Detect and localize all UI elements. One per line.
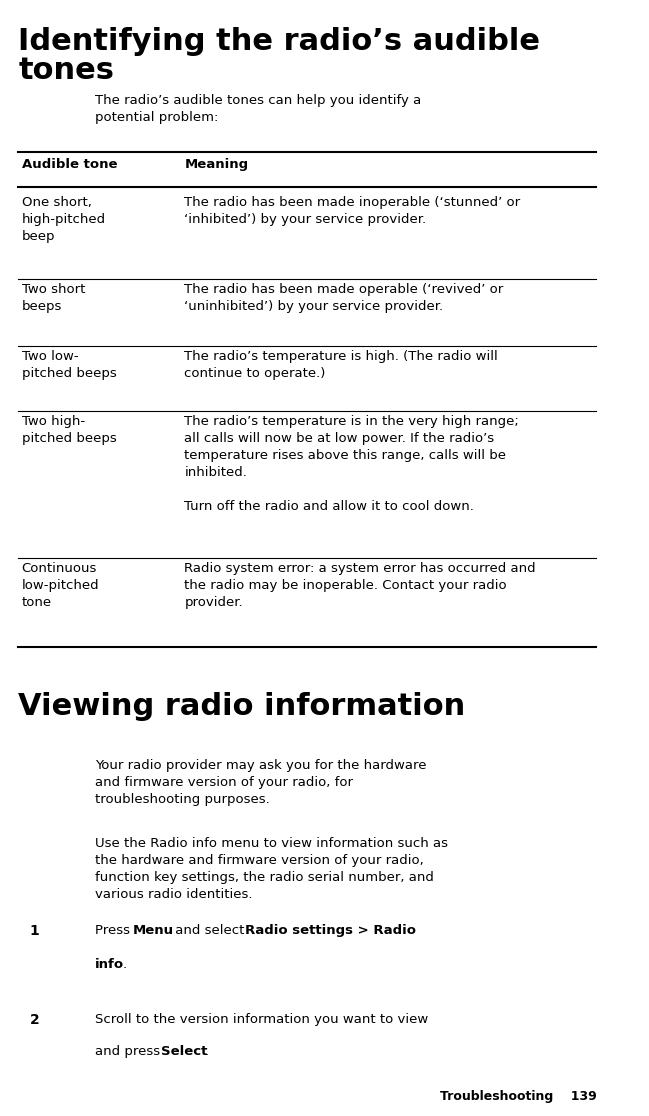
Text: The radio’s temperature is high. (The radio will
continue to operate.): The radio’s temperature is high. (The ra… [184, 350, 498, 381]
Text: Select: Select [161, 1045, 208, 1058]
Text: .: . [123, 958, 127, 971]
Text: Radio system error: a system error has occurred and
the radio may be inoperable.: Radio system error: a system error has o… [184, 562, 536, 609]
Text: 1: 1 [29, 924, 40, 939]
Text: Meaning: Meaning [184, 158, 249, 172]
Text: Menu: Menu [132, 924, 174, 937]
Text: Audible tone: Audible tone [21, 158, 117, 172]
Text: 2: 2 [29, 1013, 40, 1028]
Text: Viewing radio information: Viewing radio information [18, 692, 466, 721]
Text: info: info [95, 958, 125, 971]
Text: Scroll to the version information you want to view: Scroll to the version information you wa… [95, 1013, 428, 1027]
Text: Radio settings > Radio: Radio settings > Radio [245, 924, 416, 937]
Text: Two low-
pitched beeps: Two low- pitched beeps [21, 350, 116, 381]
Text: Two short
beeps: Two short beeps [21, 283, 85, 314]
Text: Identifying the radio’s audible: Identifying the radio’s audible [18, 27, 541, 56]
Text: Troubleshooting    139: Troubleshooting 139 [439, 1089, 596, 1103]
Text: Your radio provider may ask you for the hardware
and firmware version of your ra: Your radio provider may ask you for the … [95, 759, 427, 806]
Text: The radio has been made operable (‘revived’ or
‘uninhibited’) by your service pr: The radio has been made operable (‘reviv… [184, 283, 504, 314]
Text: and press: and press [95, 1045, 165, 1058]
Text: Continuous
low-pitched
tone: Continuous low-pitched tone [21, 562, 99, 609]
Text: Two high-
pitched beeps: Two high- pitched beeps [21, 415, 116, 445]
Text: One short,
high-pitched
beep: One short, high-pitched beep [21, 196, 106, 243]
Text: .: . [205, 1045, 209, 1058]
Text: Press: Press [95, 924, 134, 937]
Text: and select: and select [171, 924, 249, 937]
Text: Use the Radio info menu to view information such as
the hardware and firmware ve: Use the Radio info menu to view informat… [95, 837, 448, 901]
Text: The radio has been made inoperable (‘stunned’ or
‘inhibited’) by your service pr: The radio has been made inoperable (‘stu… [184, 196, 520, 227]
Text: The radio’s audible tones can help you identify a
potential problem:: The radio’s audible tones can help you i… [95, 94, 422, 124]
Text: tones: tones [18, 56, 114, 85]
Text: The radio’s temperature is in the very high range;
all calls will now be at low : The radio’s temperature is in the very h… [184, 415, 519, 513]
